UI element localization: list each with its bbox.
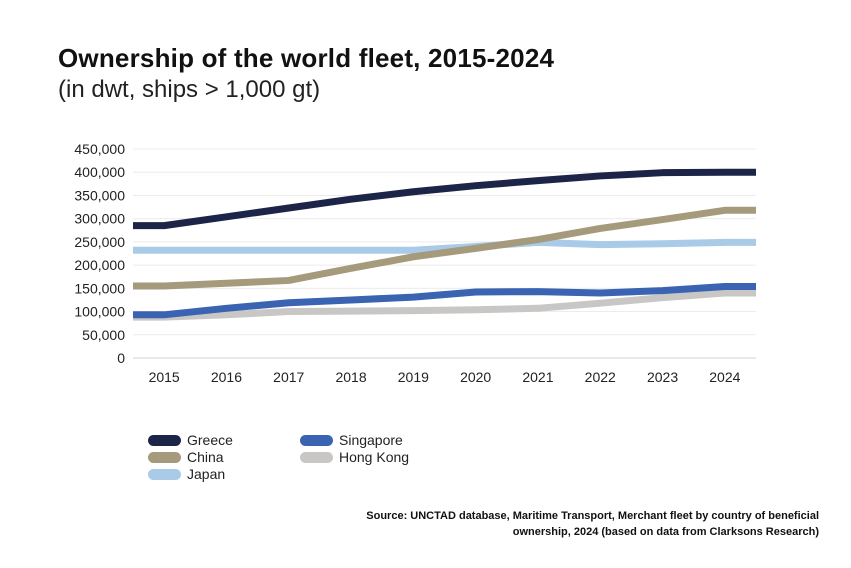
series-line-china — [133, 206, 756, 290]
legend-label-singapore: Singapore — [339, 432, 403, 448]
y-tick-label: 250,000 — [74, 234, 125, 250]
series-line-japan — [133, 238, 756, 254]
y-tick-label: 300,000 — [74, 211, 125, 227]
legend-swatch-japan — [148, 468, 181, 480]
legend-swatch-singapore — [300, 434, 333, 446]
legend-label-china: China — [187, 449, 224, 465]
y-tick-label: 50,000 — [82, 327, 125, 343]
y-tick-label: 200,000 — [74, 257, 125, 273]
x-tick-label: 2021 — [522, 369, 553, 385]
x-tick-label: 2020 — [460, 369, 491, 385]
legend-item-japan: Japan — [148, 466, 225, 482]
x-tick-label: 2023 — [647, 369, 678, 385]
series-line-singapore — [133, 282, 756, 319]
legend-label-japan: Japan — [187, 466, 226, 482]
x-tick-label: 2024 — [709, 369, 740, 385]
chart-title: Ownership of the world fleet, 2015-2024 — [58, 43, 555, 73]
y-tick-label: 400,000 — [74, 164, 125, 180]
series-line-greece — [133, 168, 756, 230]
legend-item-china: China — [148, 449, 224, 465]
y-axis-ticks: 450,000 400,000 350,000 300,000 250,000 200,0… — [74, 141, 125, 366]
x-tick-label: 2016 — [211, 369, 242, 385]
source-note: Source: UNCTAD database, Maritime Transp… — [366, 510, 819, 538]
y-tick-label: 100,000 — [74, 304, 125, 320]
legend-item-hong-kong: Hong Kong — [300, 449, 409, 465]
legend-label-greece: Greece — [187, 432, 233, 448]
x-tick-label: 2022 — [585, 369, 616, 385]
y-tick-label: 450,000 — [74, 141, 125, 157]
legend-item-greece: Greece — [148, 432, 233, 448]
chart-subtitle: (in dwt, ships > 1,000 gt) — [58, 76, 321, 103]
x-axis-ticks: 2015 2016 2017 2018 2019 2020 2021 2022 2023 2024 — [149, 369, 741, 385]
legend-swatch-hong-kong — [300, 451, 333, 463]
legend: Greece China Japan Singapore Hong Kong — [148, 432, 468, 486]
series-line-hong-kong — [133, 289, 756, 321]
y-tick-label: 150,000 — [74, 280, 125, 296]
x-tick-label: 2017 — [273, 369, 304, 385]
x-tick-label: 2019 — [398, 369, 429, 385]
legend-swatch-china — [148, 451, 181, 463]
y-tick-label: 350,000 — [74, 187, 125, 203]
legend-swatch-greece — [148, 434, 181, 446]
y-tick-label: 0 — [117, 350, 125, 366]
series-lines — [133, 168, 756, 321]
legend-item-singapore: Singapore — [300, 432, 403, 448]
x-tick-label: 2015 — [149, 369, 180, 385]
x-tick-label: 2018 — [335, 369, 366, 385]
legend-label-hong-kong: Hong Kong — [339, 449, 410, 465]
